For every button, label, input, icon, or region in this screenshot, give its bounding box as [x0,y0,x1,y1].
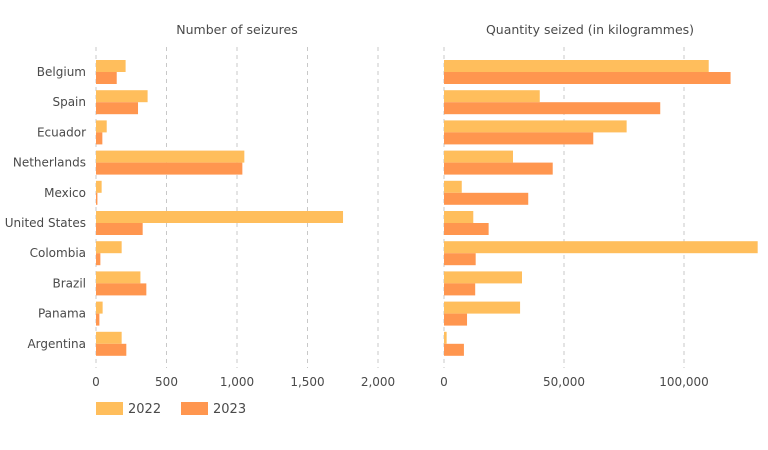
bar-quantity-argentina-2023 [444,343,464,356]
legend-swatch-2022 [96,402,123,415]
bar-quantity-ecuador-2022 [444,120,627,133]
bar-seizures-colombia-2023 [96,253,101,266]
category-label-spain: Spain [52,95,86,109]
bar-quantity-netherlands-2022 [444,150,513,163]
category-label-belgium: Belgium [37,65,86,79]
bar-quantity-netherlands-2023 [444,162,553,175]
bar-quantity-spain-2023 [444,102,661,115]
tick-label-quantity-0: 0 [440,375,448,389]
category-label-panama: Panama [38,307,86,321]
bar-seizures-panama-2022 [96,301,103,314]
bar-quantity-panama-2023 [444,313,468,326]
bar-seizures-spain-2023 [96,102,139,115]
bar-seizures-brazil-2023 [96,283,147,296]
tick-label-seizures-1: 500 [155,375,178,389]
bar-quantity-mexico-2023 [444,192,529,205]
bar-quantity-colombia-2023 [444,253,476,266]
bar-quantity-ecuador-2023 [444,132,594,145]
tick-label-seizures-2: 1,000 [220,375,254,389]
bar-seizures-ecuador-2022 [96,120,107,133]
category-label-colombia: Colombia [30,246,86,260]
legend-item-2022[interactable]: 2022 [96,402,161,417]
bar-seizures-spain-2022 [96,90,148,103]
panel-number-of-seizures: Number of seizures Belgium Spain Ecuador Ne… [5,22,395,389]
x-ticks-seizures: 0 500 1,000 1,500 2,000 [92,375,395,389]
bar-seizures-brazil-2022 [96,271,141,284]
bar-seizures-netherlands-2023 [96,162,243,175]
bar-quantity-united-states-2022 [444,211,474,223]
bar-seizures-mexico-2023 [96,192,98,205]
bar-seizures-united-states-2022 [96,211,344,223]
tick-label-seizures-3: 1,500 [290,375,324,389]
x-ticks-quantity: 0 50,000 100,000 [440,375,709,389]
bar-quantity-panama-2022 [444,301,521,314]
tick-label-seizures-4: 2,000 [361,375,395,389]
category-label-brazil: Brazil [53,276,87,290]
bar-seizures-united-states-2023 [96,223,143,235]
panel-quantity-seized: Quantity seized (in kilogrammes) 0 50,000… [440,22,758,389]
bar-seizures-belgium-2022 [96,60,126,72]
legend: 2022 2023 [96,402,246,417]
bar-quantity-spain-2022 [444,90,540,103]
bar-seizures-panama-2023 [96,313,100,326]
panel-title-seizures: Number of seizures [176,22,297,37]
bar-quantity-united-states-2023 [444,223,489,235]
bars-quantity [444,60,758,356]
tick-label-seizures-0: 0 [92,375,100,389]
bar-quantity-mexico-2022 [444,180,462,193]
bar-quantity-belgium-2022 [444,60,709,72]
bar-seizures-belgium-2023 [96,72,117,84]
bars-seizures [96,60,344,356]
bar-quantity-belgium-2023 [444,72,731,84]
tick-label-quantity-1: 50,000 [543,375,585,389]
panel-title-quantity: Quantity seized (in kilogrammes) [486,22,694,37]
bar-quantity-argentina-2022 [444,331,447,344]
tick-label-quantity-2: 100,000 [659,375,709,389]
category-label-mexico: Mexico [44,186,86,200]
bar-quantity-colombia-2022 [444,241,758,254]
bar-seizures-argentina-2022 [96,331,122,344]
category-label-argentina: Argentina [27,337,86,351]
bar-seizures-netherlands-2022 [96,150,245,163]
category-labels: Belgium Spain Ecuador Netherlands Mexico Unit… [5,65,86,351]
legend-label-2022: 2022 [128,402,161,417]
category-label-ecuador: Ecuador [37,125,86,139]
legend-item-2023[interactable]: 2023 [181,402,246,417]
bar-seizures-colombia-2022 [96,241,122,254]
bar-seizures-ecuador-2023 [96,132,103,145]
category-label-netherlands: Netherlands [13,156,86,170]
category-label-united-states: United States [5,216,86,230]
bar-seizures-mexico-2022 [96,180,102,193]
legend-swatch-2023 [181,402,208,415]
bar-seizures-argentina-2023 [96,343,127,356]
bar-quantity-brazil-2023 [444,283,476,296]
legend-label-2023: 2023 [213,402,246,417]
bar-quantity-brazil-2022 [444,271,522,284]
